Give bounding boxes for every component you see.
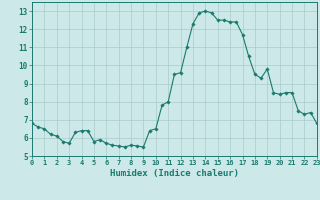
X-axis label: Humidex (Indice chaleur): Humidex (Indice chaleur) — [110, 169, 239, 178]
